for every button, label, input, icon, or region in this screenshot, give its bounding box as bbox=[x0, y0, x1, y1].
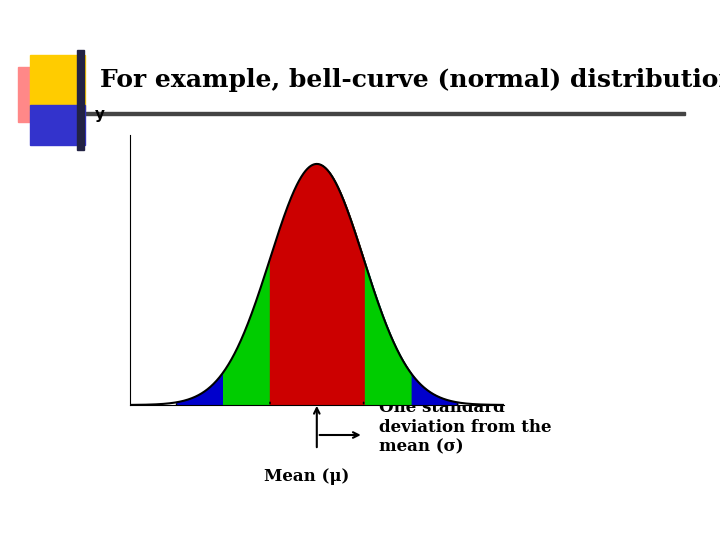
Bar bbox=[77, 50, 84, 150]
Bar bbox=[30, 55, 85, 110]
Text: Mean (μ): Mean (μ) bbox=[264, 468, 349, 485]
Bar bbox=[85, 112, 685, 115]
Bar bbox=[30, 105, 85, 145]
Text: For example, bell-curve (normal) distribution:: For example, bell-curve (normal) distrib… bbox=[100, 68, 720, 92]
Text: y: y bbox=[94, 106, 104, 122]
Text: One standard
deviation from the
mean (σ): One standard deviation from the mean (σ) bbox=[379, 399, 551, 455]
Bar bbox=[18, 67, 73, 122]
